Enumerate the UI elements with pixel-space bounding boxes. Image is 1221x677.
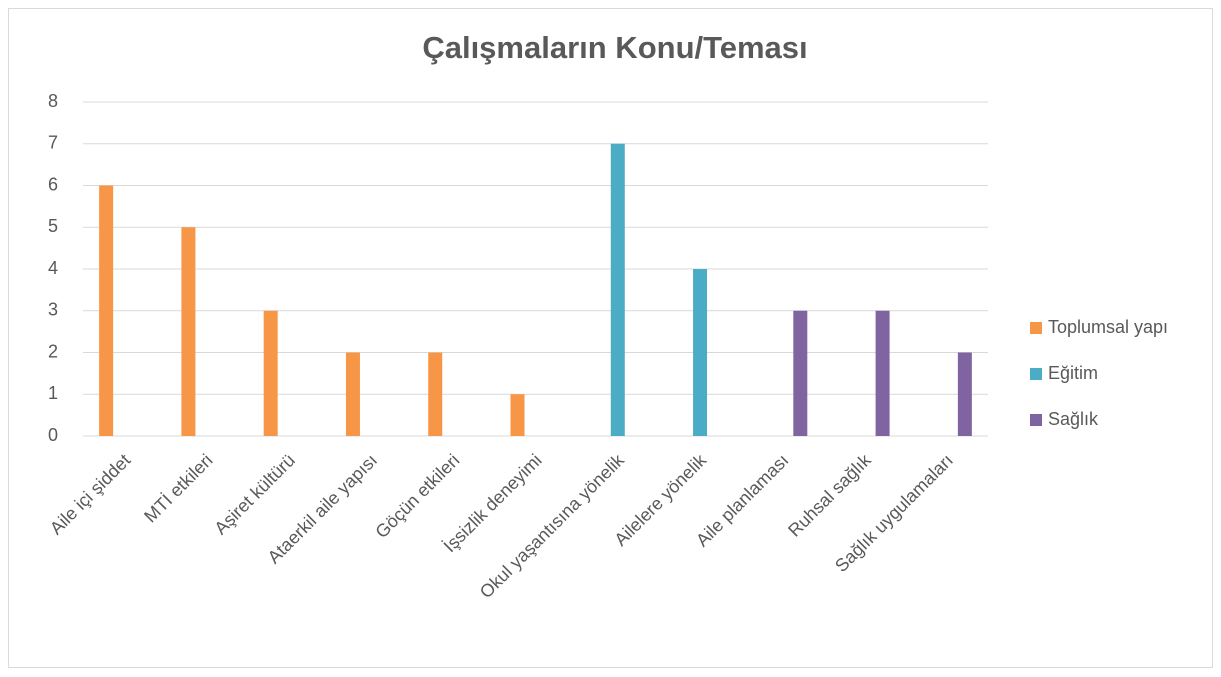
chart-title: Çalışmaların Konu/Teması	[422, 30, 807, 65]
y-tick-label: 5	[48, 216, 58, 236]
legend-label: Eğitim	[1048, 363, 1098, 383]
bar	[610, 143, 625, 436]
y-tick-label: 1	[48, 383, 58, 403]
y-tick-label: 3	[48, 300, 58, 320]
chart-border	[8, 8, 1213, 668]
y-tick-label: 0	[48, 425, 58, 445]
bar	[181, 227, 196, 436]
legend-label: Toplumsal yapı	[1048, 317, 1168, 337]
bar	[428, 352, 443, 436]
y-tick-label: 4	[48, 258, 58, 278]
legend-swatch	[1030, 322, 1042, 334]
y-tick-label: 7	[48, 133, 58, 153]
bar	[875, 310, 890, 436]
bar	[510, 394, 525, 436]
bar	[693, 269, 708, 436]
legend-swatch	[1030, 368, 1042, 380]
bar	[263, 310, 278, 436]
bar	[99, 185, 114, 436]
legend-swatch	[1030, 414, 1042, 426]
y-tick-label: 6	[48, 174, 58, 194]
legend-label: Sağlık	[1048, 409, 1099, 429]
y-tick-label: 2	[48, 341, 58, 361]
bar	[957, 352, 972, 436]
y-tick-label: 8	[48, 91, 58, 111]
bar	[793, 310, 808, 436]
bar	[345, 352, 360, 436]
